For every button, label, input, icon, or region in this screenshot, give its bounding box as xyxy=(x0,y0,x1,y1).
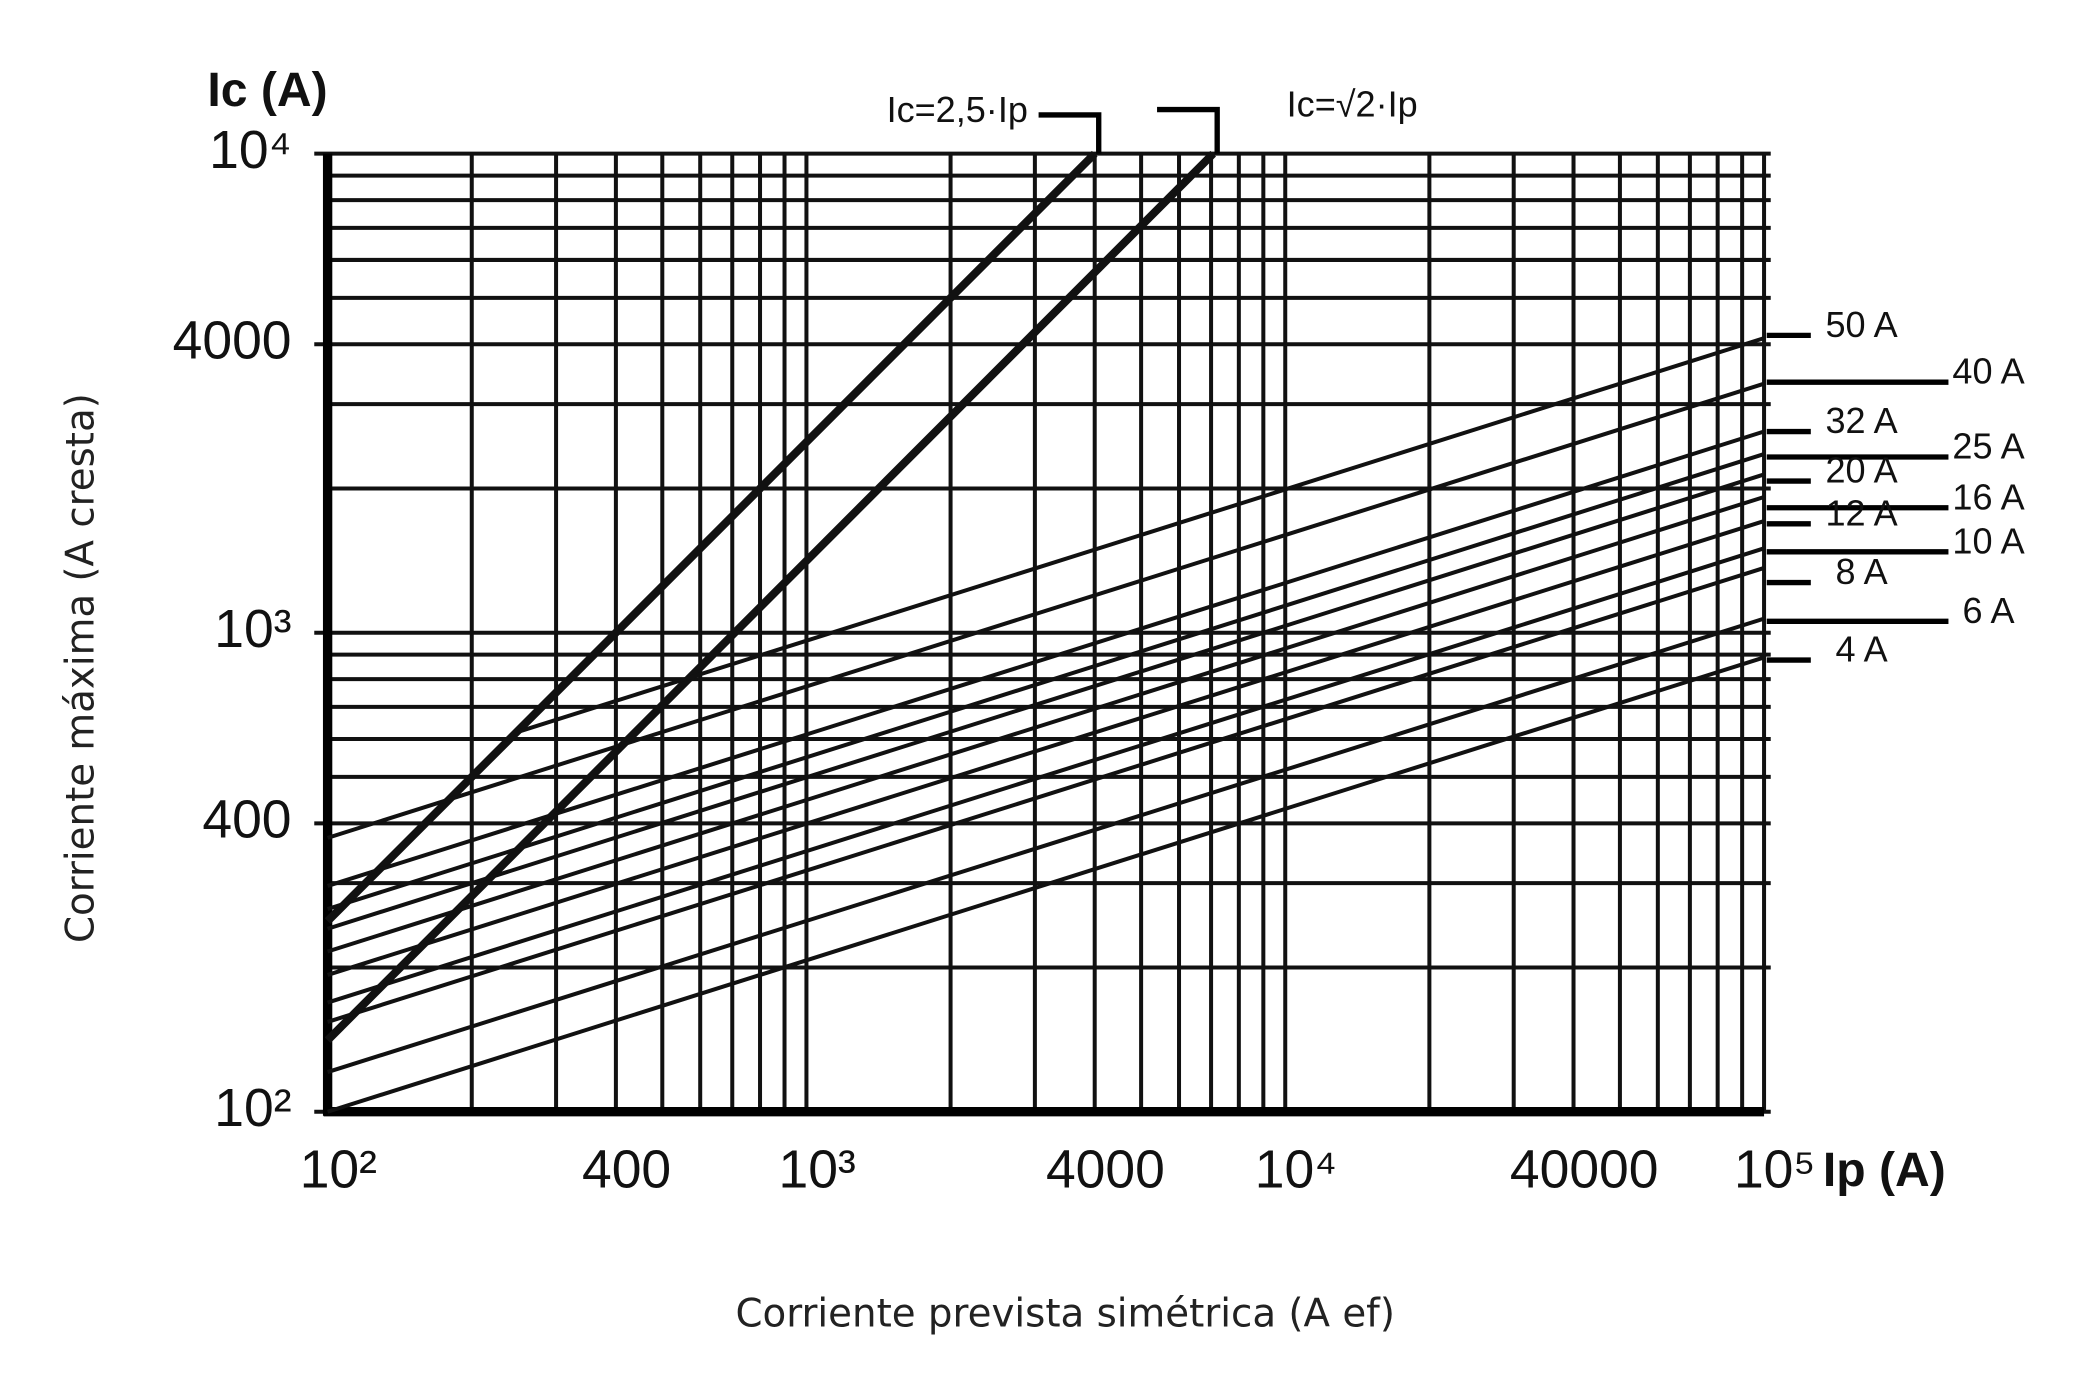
series-label: 12 A xyxy=(1825,492,1897,533)
y-axis-title: Corriente máxima (A cresta) xyxy=(59,393,104,943)
leader-line xyxy=(1157,106,1220,154)
leader-line xyxy=(1038,112,1102,154)
y-tick-label: 10⁴ xyxy=(209,121,291,180)
x-tick-label: 40000 xyxy=(1510,1140,1659,1199)
series-label: Ic=2,5·Ip xyxy=(887,89,1028,130)
series-label: 16 A xyxy=(1952,476,2024,517)
series-line xyxy=(327,566,1765,1024)
x-axis-title: Corriente prevista simétrica (A ef) xyxy=(735,1292,1394,1337)
y-tick-label: 10² xyxy=(214,1079,291,1138)
series-line xyxy=(517,336,1765,734)
y-tick-label: 4000 xyxy=(173,311,292,370)
series-line xyxy=(324,150,1217,1044)
series-line xyxy=(327,519,1765,977)
x-tick-label: 10³ xyxy=(779,1140,856,1199)
series-line xyxy=(327,616,1765,1074)
x-tick-label: 400 xyxy=(582,1140,671,1199)
series-line xyxy=(327,655,1765,1114)
series-label: 4 A xyxy=(1836,629,1888,670)
x-tick-label: 10⁴ xyxy=(1255,1140,1337,1199)
y-tick-label: 10³ xyxy=(214,600,291,659)
x-tick-label: 10² xyxy=(300,1140,377,1199)
series-label: 6 A xyxy=(1962,590,2014,631)
series-line xyxy=(324,150,1098,924)
x-axis-label: Ip (A) xyxy=(1823,1143,1946,1197)
series-line xyxy=(327,472,1765,931)
series-line xyxy=(327,452,1765,911)
series-line xyxy=(327,429,1765,888)
x-tick-label: 10⁵ xyxy=(1734,1140,1816,1199)
series-label: 50 A xyxy=(1825,304,1897,345)
x-tick-label: 4000 xyxy=(1046,1140,1165,1199)
series-label: 8 A xyxy=(1836,551,1888,592)
series-label: 10 A xyxy=(1952,520,2024,561)
series-line xyxy=(327,546,1765,1005)
series-line xyxy=(327,495,1765,954)
series-label: 40 A xyxy=(1952,351,2024,392)
series-label: 25 A xyxy=(1952,425,2024,466)
series-line xyxy=(327,381,1765,840)
y-axis-label: Ic (A) xyxy=(207,63,327,117)
series-label: 32 A xyxy=(1825,400,1897,441)
series-label: 20 A xyxy=(1825,450,1897,491)
series-label: Ic=√2·Ip xyxy=(1287,83,1418,124)
y-tick-label: 400 xyxy=(202,790,291,849)
